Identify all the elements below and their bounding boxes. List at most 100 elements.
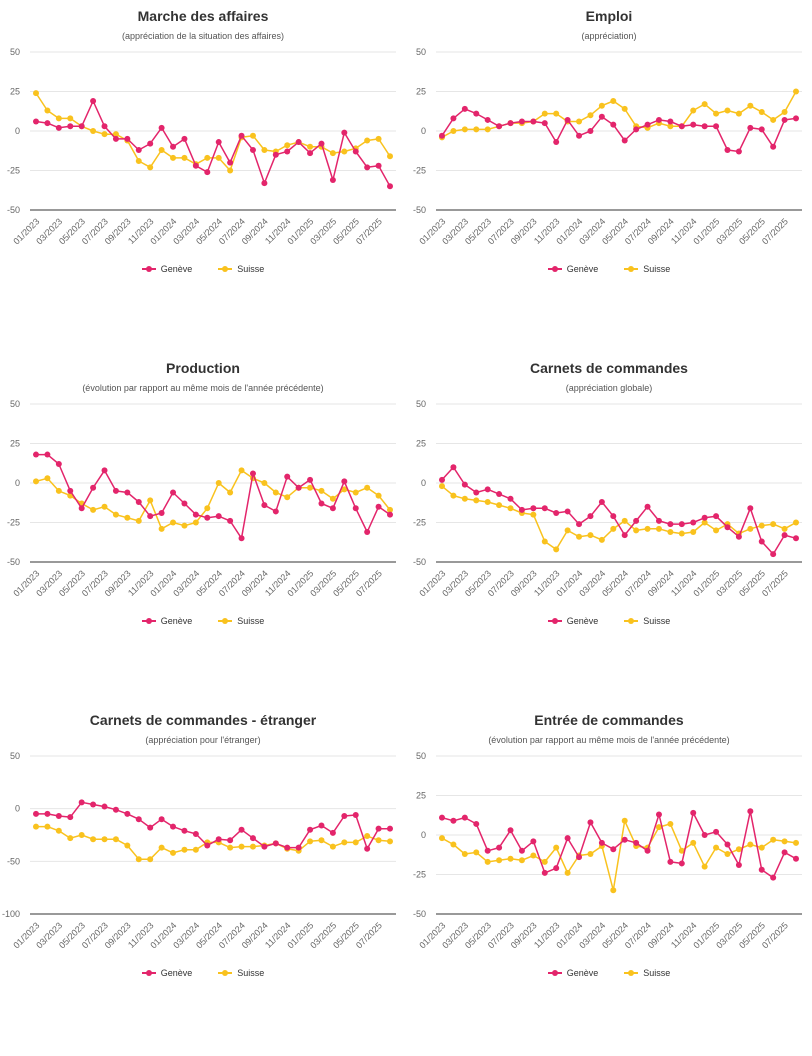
- data-point-suisse[interactable]: [496, 857, 503, 864]
- data-point-geneve[interactable]: [713, 828, 720, 835]
- data-point-geneve[interactable]: [170, 823, 177, 830]
- data-point-geneve[interactable]: [67, 814, 74, 821]
- data-point-suisse[interactable]: [78, 832, 85, 838]
- legend-item-geneve[interactable]: Genève: [141, 264, 192, 274]
- data-point-suisse[interactable]: [215, 480, 222, 486]
- data-point-geneve[interactable]: [295, 844, 302, 851]
- data-point-suisse[interactable]: [701, 519, 708, 526]
- data-point-suisse[interactable]: [44, 475, 51, 482]
- data-point-geneve[interactable]: [112, 487, 119, 494]
- data-point-suisse[interactable]: [450, 841, 457, 848]
- data-point-geneve[interactable]: [192, 511, 199, 518]
- data-point-geneve[interactable]: [261, 180, 268, 187]
- data-point-suisse[interactable]: [484, 498, 491, 505]
- data-point-geneve[interactable]: [307, 826, 314, 833]
- data-point-suisse[interactable]: [701, 863, 708, 870]
- data-point-geneve[interactable]: [793, 115, 799, 122]
- data-point-suisse[interactable]: [181, 522, 188, 529]
- data-point-geneve[interactable]: [724, 146, 731, 153]
- legend-item-suisse[interactable]: Suisse: [624, 968, 670, 978]
- data-point-geneve[interactable]: [147, 140, 154, 147]
- data-point-suisse[interactable]: [655, 824, 662, 831]
- data-point-suisse[interactable]: [713, 527, 720, 534]
- data-point-geneve[interactable]: [450, 115, 457, 122]
- data-point-suisse[interactable]: [541, 538, 548, 545]
- data-point-suisse[interactable]: [758, 109, 765, 116]
- data-point-geneve[interactable]: [124, 135, 131, 142]
- data-point-geneve[interactable]: [793, 535, 799, 542]
- data-point-geneve[interactable]: [644, 503, 651, 510]
- data-point-geneve[interactable]: [598, 839, 605, 846]
- data-point-suisse[interactable]: [318, 837, 325, 844]
- data-point-geneve[interactable]: [44, 810, 51, 817]
- legend-item-suisse[interactable]: Suisse: [218, 264, 264, 274]
- data-point-suisse[interactable]: [124, 514, 131, 521]
- data-point-geneve[interactable]: [576, 854, 583, 861]
- data-point-suisse[interactable]: [387, 153, 393, 160]
- data-point-suisse[interactable]: [67, 835, 74, 842]
- data-point-geneve[interactable]: [484, 486, 491, 493]
- data-point-suisse[interactable]: [307, 484, 314, 491]
- data-point-suisse[interactable]: [450, 128, 457, 134]
- data-point-geneve[interactable]: [644, 847, 651, 854]
- data-point-geneve[interactable]: [364, 845, 371, 852]
- data-point-suisse[interactable]: [690, 107, 697, 114]
- data-point-suisse[interactable]: [553, 110, 560, 117]
- data-point-suisse[interactable]: [793, 839, 799, 846]
- data-point-geneve[interactable]: [770, 143, 777, 150]
- data-point-suisse[interactable]: [598, 102, 605, 109]
- data-point-suisse[interactable]: [44, 823, 51, 830]
- data-point-geneve[interactable]: [530, 118, 537, 125]
- data-point-geneve[interactable]: [67, 123, 74, 130]
- data-point-geneve[interactable]: [473, 820, 480, 827]
- data-point-geneve[interactable]: [678, 521, 685, 528]
- data-point-geneve[interactable]: [564, 508, 571, 515]
- data-point-suisse[interactable]: [101, 836, 108, 843]
- data-point-suisse[interactable]: [364, 137, 371, 144]
- data-point-suisse[interactable]: [450, 492, 457, 499]
- data-point-geneve[interactable]: [553, 865, 560, 872]
- data-point-geneve[interactable]: [272, 151, 279, 158]
- data-point-geneve[interactable]: [341, 813, 348, 820]
- data-point-suisse[interactable]: [553, 844, 560, 851]
- data-point-geneve[interactable]: [364, 164, 371, 171]
- data-point-geneve[interactable]: [55, 813, 62, 820]
- data-point-geneve[interactable]: [633, 126, 640, 133]
- data-point-geneve[interactable]: [473, 489, 480, 496]
- data-point-geneve[interactable]: [621, 137, 628, 144]
- data-point-geneve[interactable]: [227, 517, 234, 524]
- data-point-geneve[interactable]: [375, 825, 382, 832]
- data-point-geneve[interactable]: [318, 500, 325, 507]
- data-point-suisse[interactable]: [781, 109, 788, 116]
- data-point-suisse[interactable]: [329, 495, 336, 502]
- data-point-suisse[interactable]: [33, 478, 39, 485]
- data-point-geneve[interactable]: [33, 451, 39, 458]
- data-point-geneve[interactable]: [387, 183, 393, 190]
- data-point-geneve[interactable]: [295, 484, 302, 491]
- data-point-geneve[interactable]: [541, 120, 548, 127]
- data-point-geneve[interactable]: [724, 841, 731, 848]
- data-point-suisse[interactable]: [587, 850, 594, 857]
- data-point-suisse[interactable]: [170, 849, 177, 856]
- data-point-geneve[interactable]: [758, 538, 765, 545]
- data-point-suisse[interactable]: [307, 838, 314, 845]
- data-point-geneve[interactable]: [724, 524, 731, 531]
- data-point-suisse[interactable]: [284, 494, 291, 501]
- data-point-suisse[interactable]: [341, 148, 348, 155]
- data-point-geneve[interactable]: [284, 844, 291, 851]
- data-point-suisse[interactable]: [610, 887, 617, 894]
- data-point-geneve[interactable]: [352, 505, 359, 512]
- data-point-suisse[interactable]: [530, 511, 537, 518]
- data-point-geneve[interactable]: [496, 123, 503, 130]
- data-point-suisse[interactable]: [375, 837, 382, 844]
- data-point-geneve[interactable]: [667, 521, 674, 528]
- data-point-suisse[interactable]: [307, 143, 314, 150]
- data-point-geneve[interactable]: [329, 505, 336, 512]
- data-point-suisse[interactable]: [341, 486, 348, 493]
- data-point-geneve[interactable]: [690, 121, 697, 128]
- data-point-suisse[interactable]: [101, 503, 108, 510]
- data-point-suisse[interactable]: [484, 126, 491, 133]
- data-point-suisse[interactable]: [375, 492, 382, 499]
- data-point-geneve[interactable]: [238, 535, 245, 542]
- data-point-suisse[interactable]: [553, 546, 560, 553]
